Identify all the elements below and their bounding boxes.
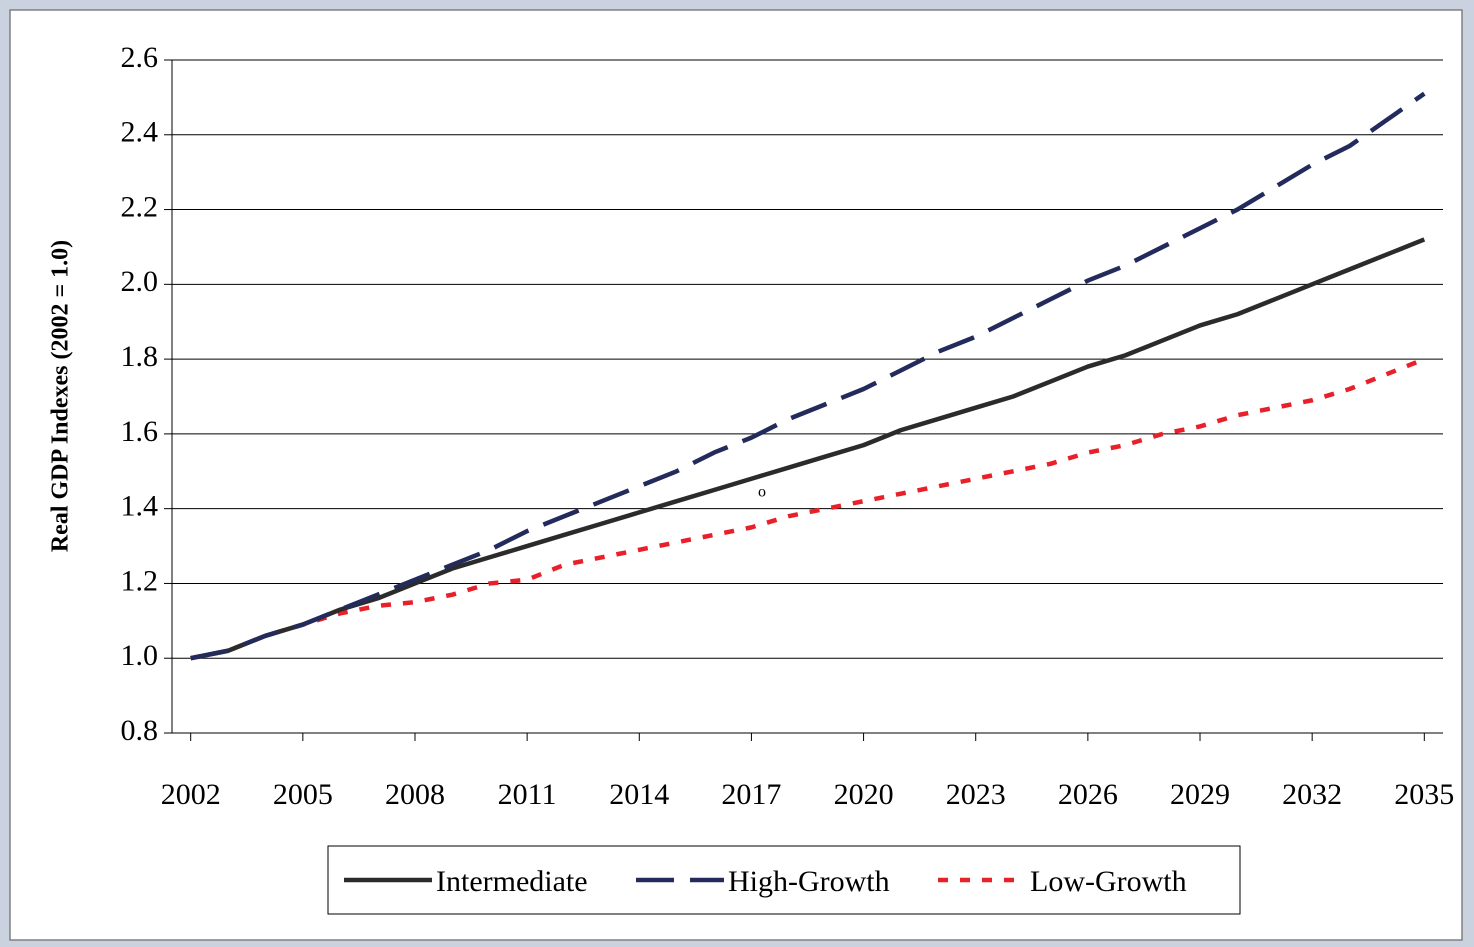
y-tick-label: 1.4 xyxy=(121,490,159,523)
x-tick-label: 2026 xyxy=(1058,778,1118,811)
chart-panel xyxy=(9,9,1463,941)
series-line xyxy=(190,357,1426,661)
x-tick-label: 2014 xyxy=(609,778,669,811)
x-tick-label: 2002 xyxy=(161,778,221,811)
x-tick-label: 2011 xyxy=(498,778,557,811)
y-tick-label: 0.8 xyxy=(121,714,159,747)
series-line xyxy=(190,237,1426,661)
y-tick-label: 1.0 xyxy=(121,639,159,672)
x-tick-label: 2032 xyxy=(1282,778,1342,811)
x-tick-label: 2017 xyxy=(721,778,781,811)
legend-label: Low-Growth xyxy=(1030,865,1187,898)
annotation: o xyxy=(758,484,766,501)
y-tick-label: 2.2 xyxy=(121,190,159,223)
y-axis-title: Real GDP Indexes (2002 = 1.0) xyxy=(48,240,74,552)
x-tick-label: 2023 xyxy=(946,778,1006,811)
y-tick-label: 2.4 xyxy=(121,116,159,149)
legend-label: High-Growth xyxy=(728,865,890,898)
y-tick-label: 2.0 xyxy=(121,265,159,298)
y-tick-label: 2.6 xyxy=(121,41,159,74)
legend-box xyxy=(327,845,1241,915)
x-tick-label: 2008 xyxy=(385,778,445,811)
x-tick-label: 2005 xyxy=(273,778,333,811)
x-tick-label: 2020 xyxy=(834,778,894,811)
legend-label: Intermediate xyxy=(436,865,588,898)
x-tick-label: 2035 xyxy=(1394,778,1454,811)
y-tick-label: 1.2 xyxy=(121,564,159,597)
x-tick-label: 2029 xyxy=(1170,778,1230,811)
series-line xyxy=(190,91,1426,661)
y-tick-label: 1.6 xyxy=(121,415,159,448)
y-tick-label: 1.8 xyxy=(121,340,159,373)
